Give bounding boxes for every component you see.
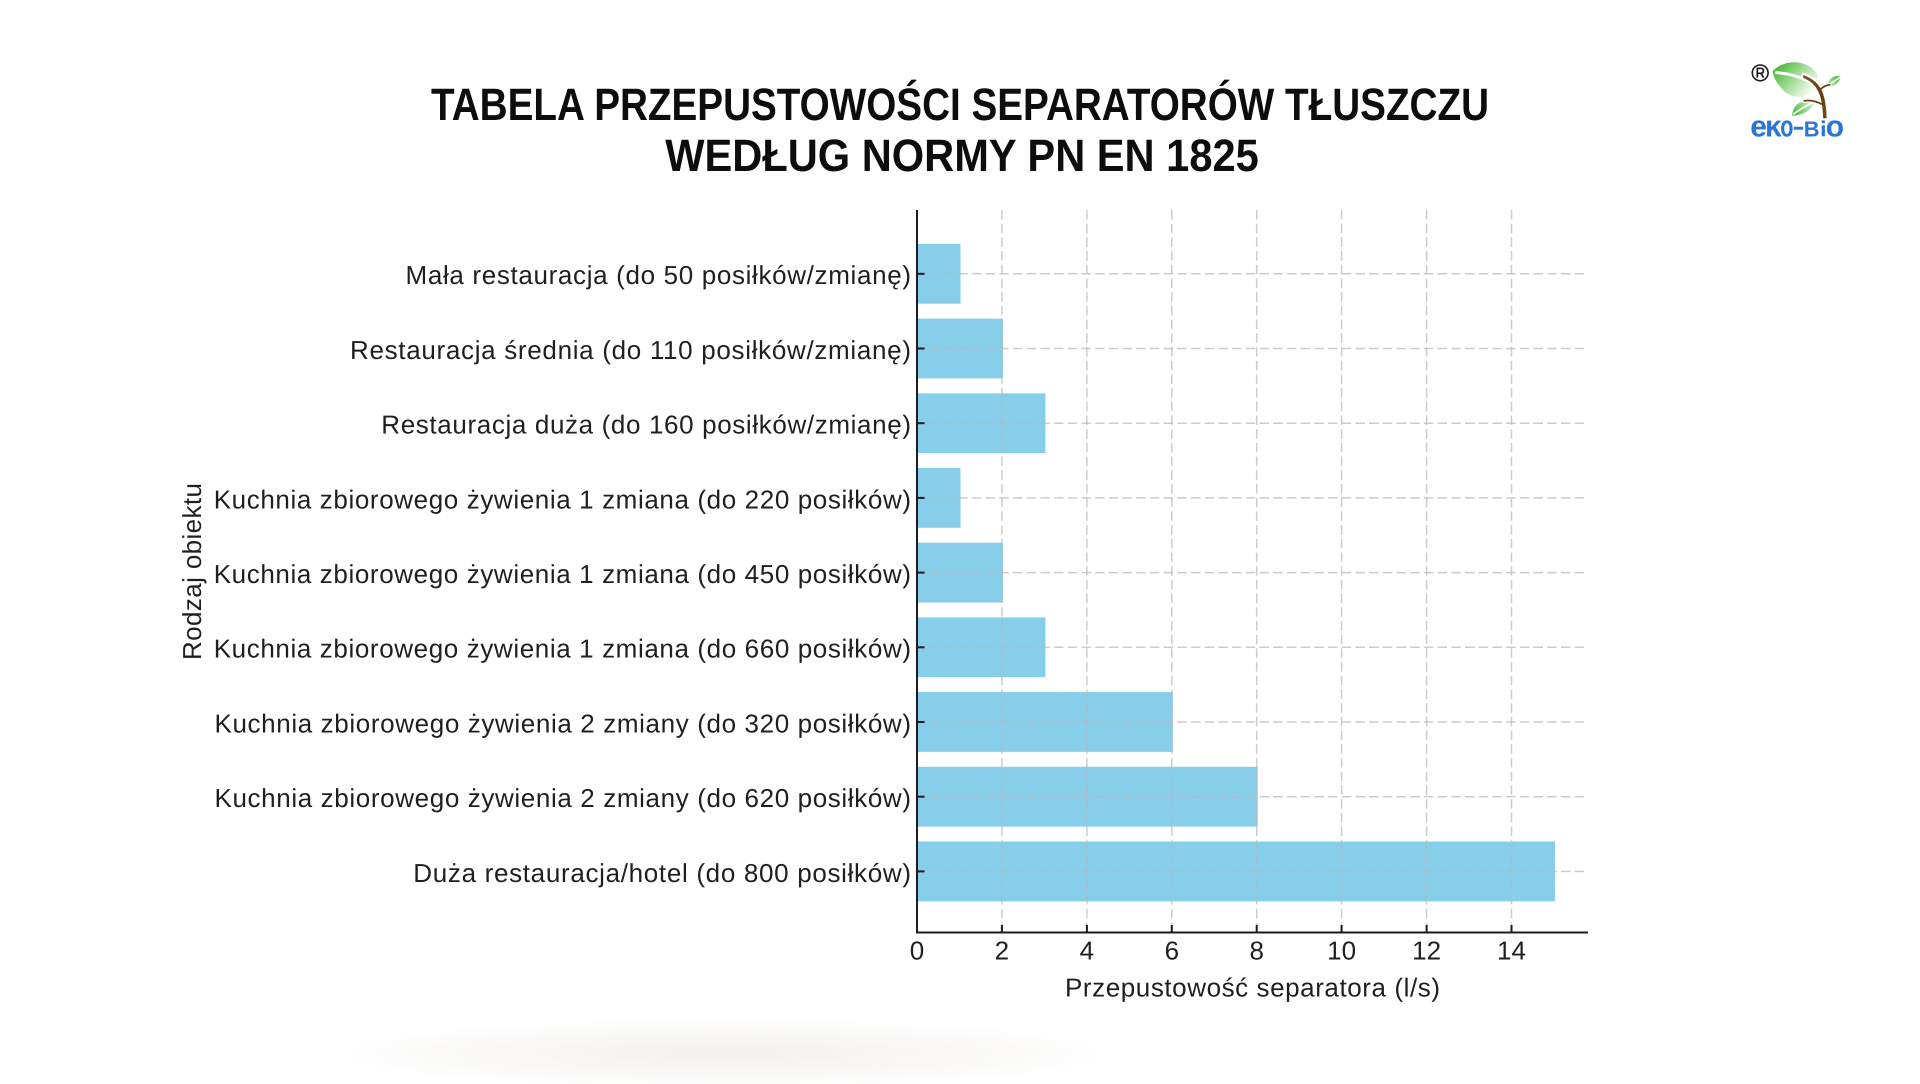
svg-text:Kuchnia zbiorowego żywienia 2: Kuchnia zbiorowego żywienia 2 zmiany (do… — [215, 708, 912, 738]
svg-text:Mała restauracja (do 50 posiłk: Mała restauracja (do 50 posiłków/zmianę) — [406, 260, 912, 290]
svg-text:2: 2 — [995, 936, 1009, 966]
svg-text:Rodzaj obiektu: Rodzaj obiektu — [177, 483, 207, 660]
svg-text:Duża restauracja/hotel (do 800: Duża restauracja/hotel (do 800 posiłków) — [413, 858, 911, 888]
svg-text:e: e — [1750, 110, 1767, 143]
svg-text:TABELA PRZEPUSTOWOŚCI SEPARATO: TABELA PRZEPUSTOWOŚCI SEPARATORÓW TŁUSZC… — [431, 79, 1489, 130]
svg-text:Restauracja duża (do 160 posił: Restauracja duża (do 160 posiłków/zmianę… — [381, 410, 911, 440]
svg-text:Kuchnia zbiorowego żywienia 1: Kuchnia zbiorowego żywienia 1 zmiana (do… — [214, 484, 911, 514]
svg-text:10: 10 — [1327, 936, 1356, 966]
svg-text:B: B — [1804, 116, 1820, 141]
svg-text:8: 8 — [1249, 936, 1263, 966]
svg-text:Kuchnia zbiorowego żywienia 1: Kuchnia zbiorowego żywienia 1 zmiana (do… — [214, 559, 911, 589]
svg-text:14: 14 — [1497, 936, 1526, 966]
svg-text:Kuchnia zbiorowego żywienia 2: Kuchnia zbiorowego żywienia 2 zmiany (do… — [215, 783, 912, 813]
svg-text:Restauracja średnia (do 110 po: Restauracja średnia (do 110 posiłków/zmi… — [350, 335, 911, 365]
svg-text:ĸ: ĸ — [1765, 110, 1782, 143]
svg-text:12: 12 — [1412, 936, 1441, 966]
svg-text:o: o — [1780, 110, 1793, 143]
svg-text:0: 0 — [910, 936, 924, 966]
svg-text:4: 4 — [1080, 936, 1094, 966]
svg-text:o: o — [1826, 110, 1844, 143]
svg-text:WEDŁUG NORMY PN EN 1825: WEDŁUG NORMY PN EN 1825 — [665, 130, 1259, 181]
svg-text:Kuchnia zbiorowego żywienia 1: Kuchnia zbiorowego żywienia 1 zmiana (do… — [214, 634, 911, 664]
svg-text:Przepustowość separatora (l/s): Przepustowość separatora (l/s) — [1065, 972, 1440, 1002]
svg-text:6: 6 — [1165, 936, 1179, 966]
